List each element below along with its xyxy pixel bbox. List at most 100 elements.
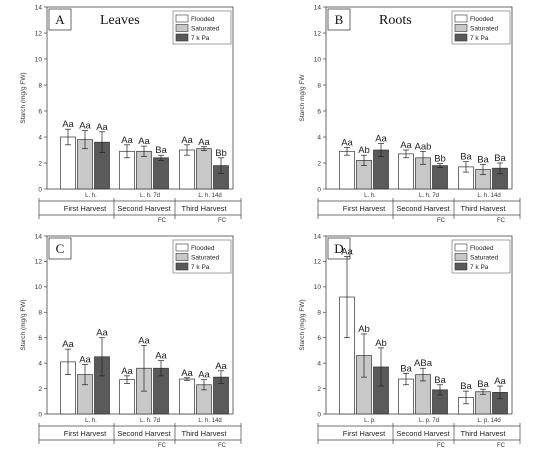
panel-letter: B: [335, 12, 344, 27]
y-tick-label: 12: [314, 259, 322, 266]
significance-label: Ba: [494, 153, 506, 164]
chart-panel-a: 0 2 4 6 8 10 12 14 Starch (mg/g FW) A Leaves Floode…: [20, 4, 242, 224]
legend-7kpa-label: 7 k Pa: [470, 35, 489, 42]
significance-label: Aa: [121, 366, 133, 377]
harvest-label: Third Harvest: [181, 429, 227, 438]
harvest-label: Third Harvest: [181, 204, 227, 213]
significance-label: Ab: [358, 145, 370, 156]
legend-7kpa-label: 7 k Pa: [191, 35, 210, 42]
y-axis-label: Starch mg/g FW: [299, 74, 306, 122]
legend-flooded-swatch: [454, 243, 468, 252]
significance-label: Ba: [460, 381, 472, 392]
y-tick-label: 0: [317, 411, 321, 418]
y-tick-label: 12: [314, 30, 322, 37]
significance-label: Aa: [138, 136, 150, 147]
harvest-label: Second Harvest: [117, 204, 171, 213]
bar-kpa7: [153, 157, 169, 190]
significance-label: Bb: [215, 148, 227, 159]
panel-letter-box: [48, 8, 72, 31]
bar-saturated: [196, 148, 212, 190]
significance-label: Aa: [181, 368, 193, 379]
significance-label: Aa: [215, 361, 227, 372]
y-tick-label: 6: [317, 108, 321, 115]
y-tick-label: 4: [38, 360, 42, 367]
harvest-label: Second Harvest: [396, 204, 450, 213]
group-sublabel: L. h. 7d: [419, 193, 439, 199]
y-tick-label: 14: [314, 4, 322, 11]
y-tick-label: 10: [35, 284, 43, 291]
bar-flooded: [179, 378, 195, 415]
harvest-label: First Harvest: [343, 429, 386, 438]
chart-panel-b: 0 2 4 6 8 10 12 14 Starch mg/g FW B Roots Flooded Sa…: [299, 4, 521, 224]
fc-label: FC: [497, 443, 506, 449]
legend-flooded-swatch: [175, 14, 189, 23]
significance-label: Ab: [375, 338, 387, 349]
significance-label: Aa: [62, 339, 74, 350]
significance-label: Aa: [121, 135, 133, 146]
y-tick-label: 10: [314, 56, 322, 63]
harvest-label: Third Harvest: [460, 429, 506, 438]
fc-label: FC: [497, 218, 506, 224]
significance-label: Aa: [96, 122, 108, 133]
panel-title: Roots: [379, 13, 412, 28]
significance-label: Aa: [79, 354, 91, 365]
significance-label: Aa: [341, 137, 353, 148]
significance-label: Bb: [434, 154, 446, 165]
legend-saturated-swatch: [175, 24, 189, 32]
y-tick-label: 2: [38, 160, 42, 167]
harvest-label: First Harvest: [64, 429, 107, 438]
chart-panel-d: 0 2 4 6 8 10 12 14 Starch (mg/g FW) D Flooded Satur…: [299, 233, 521, 449]
fc-label: FC: [437, 218, 446, 224]
bar-saturated: [475, 391, 491, 415]
fc-label: FC: [218, 443, 227, 449]
legend-saturated-swatch: [175, 253, 189, 261]
legend-7kpa-swatch: [175, 33, 189, 42]
group-sublabel: L. p. 14d: [477, 418, 500, 424]
significance-label: Ba: [460, 152, 472, 163]
harvest-label: Second Harvest: [396, 429, 450, 438]
panel-letter: C: [56, 241, 65, 256]
panel-letter: A: [55, 12, 65, 27]
legend-7kpa-swatch: [175, 262, 189, 271]
bar-flooded: [119, 379, 135, 415]
y-axis-label: Starch (mg/g FW): [20, 299, 27, 350]
y-tick-label: 12: [35, 30, 43, 37]
fc-label: FC: [437, 443, 446, 449]
legend-saturated-label: Saturated: [470, 26, 499, 33]
y-tick-label: 10: [314, 284, 322, 291]
legend-flooded-label: Flooded: [191, 245, 215, 252]
group-sublabel: L. h. 7d: [140, 193, 160, 199]
panel-title: Leaves: [100, 13, 140, 28]
significance-label: Ab: [358, 324, 370, 335]
y-tick-label: 8: [317, 82, 321, 89]
fc-label: FC: [158, 218, 167, 224]
significance-label: Ba: [400, 363, 412, 374]
bar-saturated: [136, 150, 152, 190]
group-sublabel: L. h. 14d: [198, 418, 221, 424]
y-tick-label: 0: [38, 186, 42, 193]
y-axis-label: Starch (mg/g FW): [20, 72, 27, 123]
y-tick-label: 4: [317, 360, 321, 367]
significance-label: Aa: [96, 328, 108, 339]
group-sublabel: L. h. 7d: [140, 418, 160, 424]
group-sublabel: L. h.: [85, 418, 97, 424]
y-tick-label: 14: [314, 233, 322, 240]
y-tick-label: 8: [38, 310, 42, 317]
legend-flooded-label: Flooded: [470, 16, 494, 23]
bar-flooded: [179, 149, 195, 190]
y-tick-label: 14: [35, 233, 43, 240]
legend-7kpa-swatch: [454, 262, 468, 271]
legend-7kpa-label: 7 k Pa: [470, 264, 489, 271]
significance-label: Aa: [155, 351, 167, 362]
legend-saturated-swatch: [454, 24, 468, 32]
harvest-label: First Harvest: [343, 204, 386, 213]
significance-label: Aab: [415, 141, 432, 152]
y-axis-label: Starch (mg/g FW): [299, 299, 306, 350]
significance-label: Aa: [198, 137, 210, 148]
bar-kpa7: [432, 165, 448, 190]
panel-letter-box: [48, 237, 72, 260]
y-tick-label: 12: [35, 259, 43, 266]
legend-flooded-swatch: [175, 243, 189, 252]
y-tick-label: 2: [317, 160, 321, 167]
